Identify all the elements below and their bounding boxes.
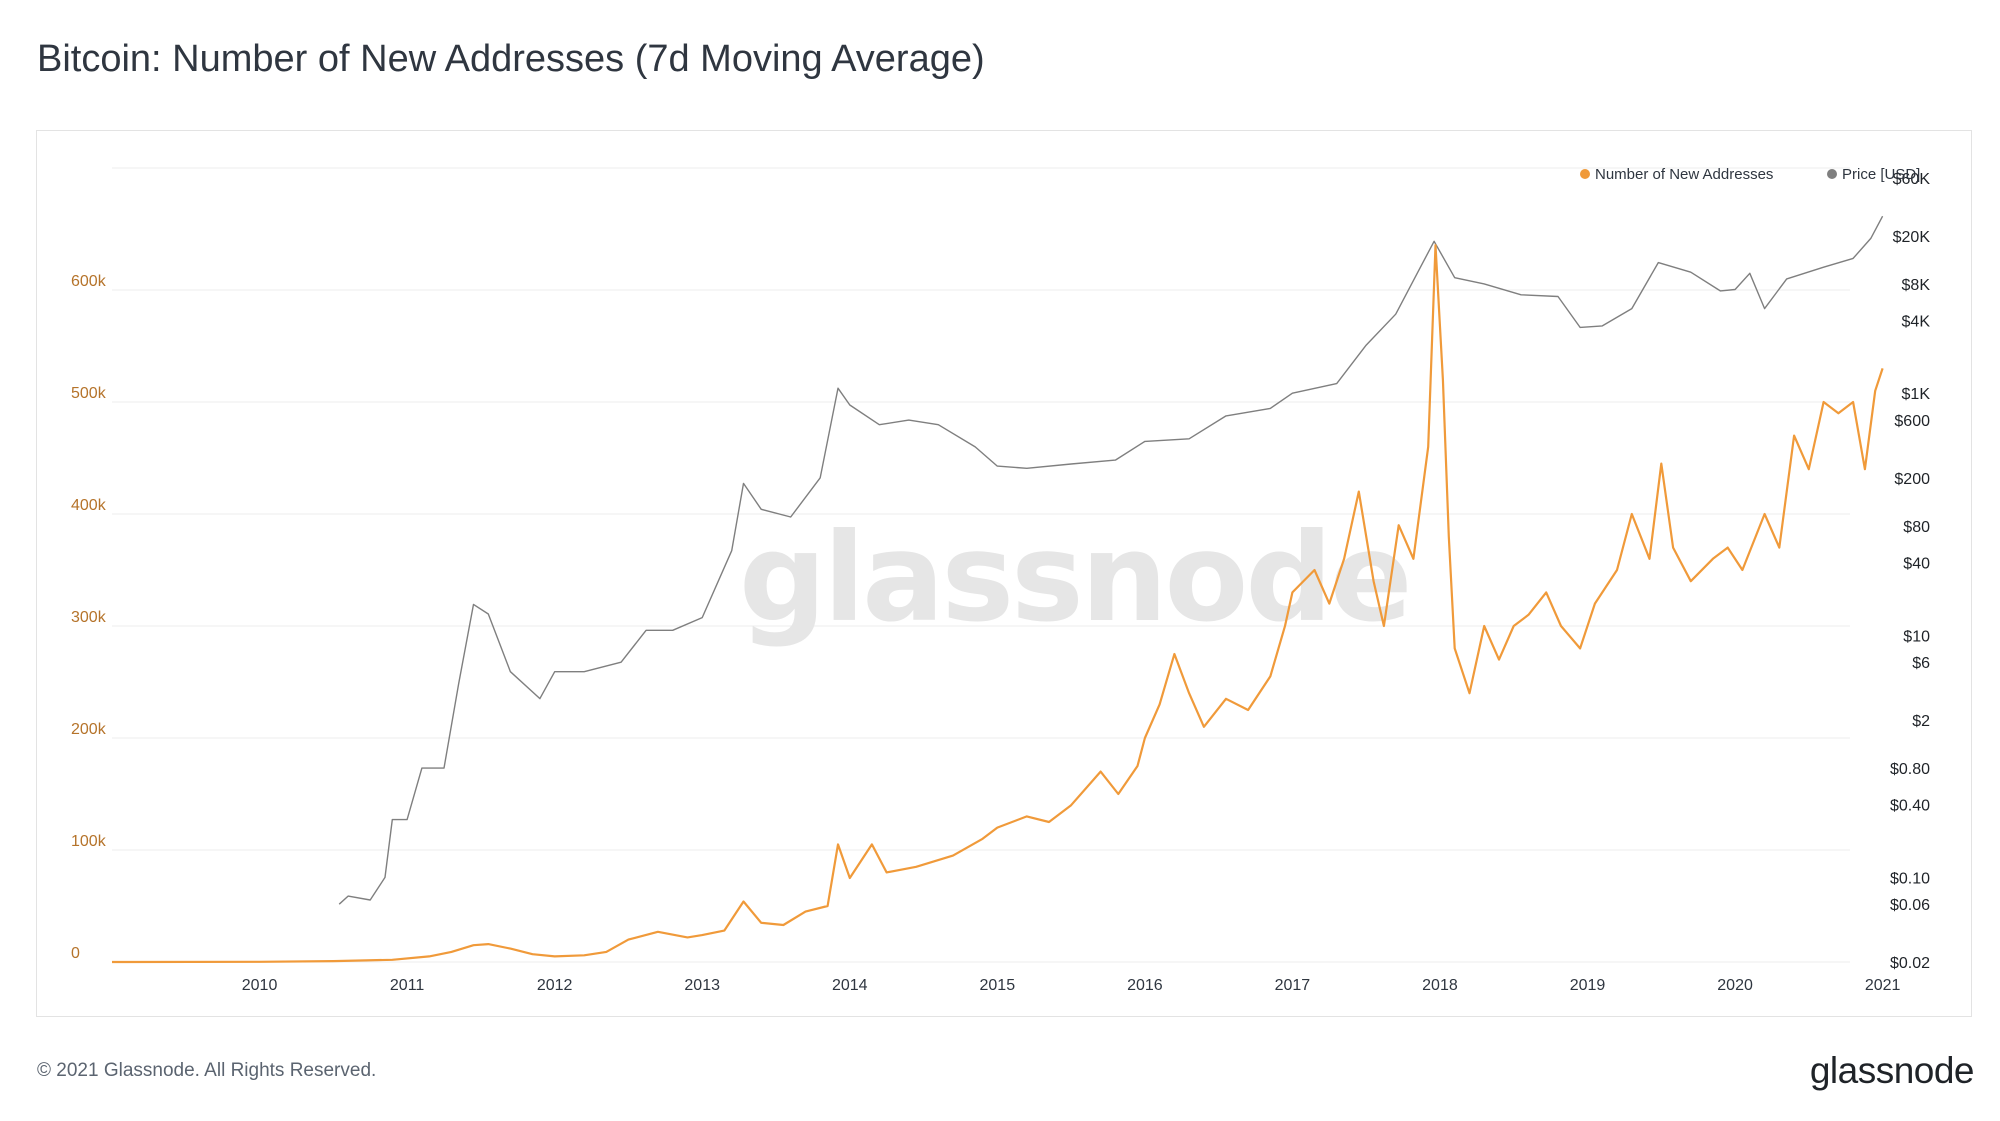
watermark: glassnode <box>739 507 1409 649</box>
price-line <box>338 215 1884 905</box>
legend-dot-price <box>1827 169 1837 179</box>
right-tick-label: $4K <box>1902 313 1931 330</box>
x-tick-label: 2017 <box>1275 977 1311 994</box>
right-tick-label: $0.40 <box>1890 798 1930 815</box>
left-tick-label: 200k <box>71 721 107 738</box>
right-tick-label: $60K <box>1893 171 1931 188</box>
right-tick-label: $6 <box>1912 655 1930 672</box>
x-tick-label: 2021 <box>1865 977 1901 994</box>
legend-item-addresses[interactable]: Number of New Addresses <box>1580 166 1773 183</box>
x-tick-label: 2011 <box>390 977 425 994</box>
x-tick-label: 2014 <box>832 977 868 994</box>
right-tick-label: $8K <box>1902 277 1931 294</box>
copyright-text: © 2021 Glassnode. All Rights Reserved. <box>37 1060 377 1081</box>
right-tick-label: $1K <box>1902 386 1931 403</box>
x-tick-label: 2020 <box>1717 977 1753 994</box>
x-tick-label: 2018 <box>1422 977 1458 994</box>
series-layer <box>111 215 1884 964</box>
left-tick-label: 500k <box>71 385 107 402</box>
chart-svg: glassnode 0 100k 200k 300k 400k 500k 600k $0.0… <box>71 166 1930 994</box>
new-addresses-line <box>111 244 1884 964</box>
legend-item-price[interactable]: Price [USD] <box>1827 166 1920 183</box>
legend-dot-addresses <box>1580 169 1590 179</box>
right-tick-label: $0.80 <box>1890 761 1930 778</box>
right-tick-label: $80 <box>1903 519 1930 536</box>
left-tick-label: 0 <box>71 945 80 962</box>
legend-label-price: Price [USD] <box>1842 166 1920 183</box>
x-tick-label: 2016 <box>1127 977 1163 994</box>
x-tick-label: 2013 <box>684 977 720 994</box>
x-tick-label: 2010 <box>242 977 278 994</box>
right-tick-label: $0.02 <box>1890 955 1930 972</box>
x-tick-label: 2019 <box>1570 977 1606 994</box>
left-axis: 0 100k 200k 300k 400k 500k 600k <box>71 273 107 962</box>
right-tick-label: $0.10 <box>1890 870 1930 887</box>
right-tick-label: $40 <box>1903 555 1930 572</box>
right-tick-label: $200 <box>1894 471 1930 488</box>
x-tick-label: 2012 <box>537 977 573 994</box>
right-axis: $0.02 $0.06 $0.10 $0.40 $0.80 $2 $6 $10 $40 $80 $2… <box>1890 171 1930 972</box>
legend-label-addresses: Number of New Addresses <box>1595 166 1773 183</box>
right-tick-label: $600 <box>1894 413 1930 430</box>
left-tick-label: 100k <box>71 833 107 850</box>
x-tick-label: 2015 <box>980 977 1016 994</box>
x-axis: 2010 2011 2012 2013 2014 2015 2016 2017 2018 2019… <box>242 977 1901 994</box>
right-tick-label: $2 <box>1912 713 1930 730</box>
grid-lines <box>112 167 1850 963</box>
chart-frame: glassnode 0 100k 200k 300k 400k 500k 600k $0.0… <box>36 130 1972 1017</box>
glassnode-logo[interactable]: glassnode <box>1809 1050 1975 1091</box>
right-tick-label: $0.06 <box>1890 897 1930 914</box>
left-tick-label: 400k <box>71 497 107 514</box>
right-tick-label: $10 <box>1903 628 1930 645</box>
right-tick-label: $20K <box>1893 229 1931 246</box>
legend: Number of New Addresses Price [USD] <box>1580 166 1920 183</box>
left-tick-label: 600k <box>71 273 107 290</box>
left-tick-label: 300k <box>71 609 107 626</box>
chart-title: Bitcoin: Number of New Addresses (7d Mov… <box>37 38 985 80</box>
